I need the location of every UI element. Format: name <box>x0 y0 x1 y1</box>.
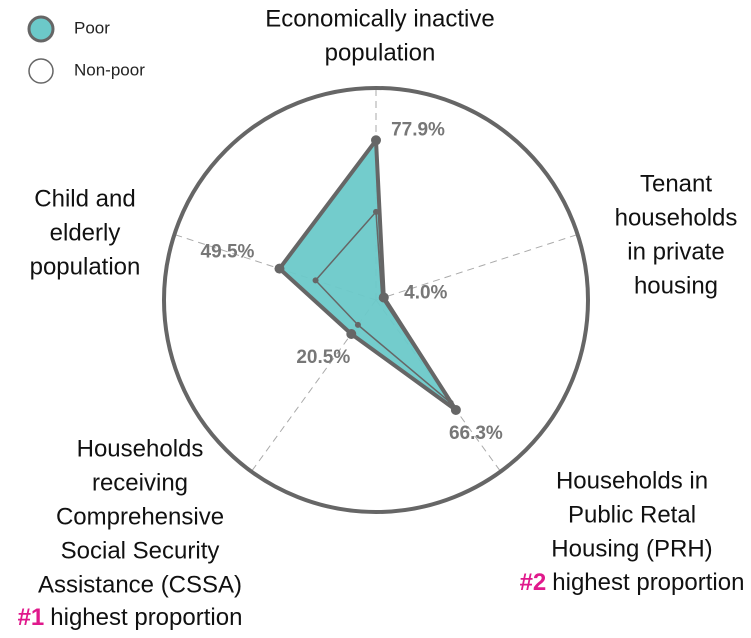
outer-ring <box>162 86 590 514</box>
category-label: population <box>30 253 141 280</box>
category-label: Public Retal <box>568 501 696 528</box>
category-label: elderly <box>50 219 121 246</box>
category-label: Comprehensive <box>56 503 224 530</box>
category-label: population <box>325 39 436 66</box>
value-label: 49.5% <box>201 242 255 263</box>
point <box>447 399 454 406</box>
category-label: Tenant <box>640 170 712 197</box>
legend-label: Non-poor <box>74 60 145 79</box>
value-label: 4.0% <box>404 282 447 303</box>
point <box>274 263 285 274</box>
annotation: #1 highest proportion <box>18 604 243 631</box>
annotation-rank: #2 <box>520 569 547 596</box>
category-label: receiving <box>92 469 188 496</box>
category-label: housing <box>634 272 718 299</box>
point <box>354 321 361 328</box>
point <box>450 404 461 415</box>
category-label: households <box>615 204 738 231</box>
annotation-text: highest proportion <box>552 569 744 596</box>
non-poor-line <box>314 211 452 404</box>
value-label: 77.9% <box>391 119 445 140</box>
point <box>346 328 357 339</box>
value-label: 66.3% <box>449 423 503 444</box>
legend-swatch <box>28 58 54 84</box>
legend-label: Poor <box>74 18 110 37</box>
legend-swatch <box>27 15 55 43</box>
category-label: Social Security <box>61 537 220 564</box>
point <box>312 277 319 284</box>
category-label: Child and <box>34 185 135 212</box>
category-label: Economically inactive <box>265 5 494 32</box>
category-label: Households <box>77 435 204 462</box>
annotation: #2 highest proportion <box>520 569 745 596</box>
point <box>373 208 379 215</box>
point <box>378 295 385 302</box>
annotation-rank: #1 <box>18 604 45 631</box>
category-label: Housing (PRH) <box>551 535 712 562</box>
annotation-text: highest proportion <box>50 604 242 631</box>
category-label: Households in <box>556 467 708 494</box>
category-label: in private <box>627 238 724 265</box>
point <box>371 135 381 146</box>
category-label: Assistance (CSSA) <box>38 571 242 598</box>
value-label: 20.5% <box>296 347 350 368</box>
